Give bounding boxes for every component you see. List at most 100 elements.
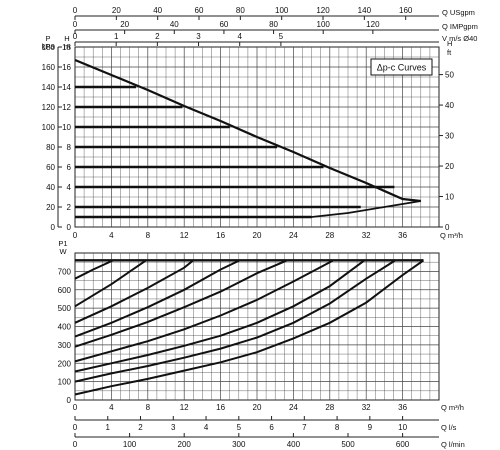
head-m-tick-label: 16 bbox=[62, 63, 71, 72]
head-m-tick-label: 12 bbox=[62, 103, 71, 112]
kpa-tick-label: 0 bbox=[51, 223, 56, 232]
upper-x-tick-label: 0 bbox=[73, 231, 78, 240]
top-axis-tick-label: 100 bbox=[317, 20, 331, 29]
top-axis-tick-label: 4 bbox=[237, 32, 242, 41]
top-axis-tick-label: 3 bbox=[196, 32, 201, 41]
legend-label: Δp-c Curves bbox=[377, 63, 427, 73]
power-axis-symbol: P1 bbox=[58, 239, 67, 248]
bottom-axis-label: Q m³/h bbox=[441, 403, 464, 412]
bottom-axis-tick-label: 9 bbox=[368, 423, 373, 432]
ft-tick-label: 40 bbox=[445, 101, 454, 110]
top-axis-label: Q IMPgpm bbox=[442, 22, 478, 31]
head-m-axis-symbol: H bbox=[64, 34, 69, 43]
bottom-axis-tick-label: 16 bbox=[216, 403, 225, 412]
bottom-axis-tick-label: 500 bbox=[341, 440, 355, 449]
bottom-axis-tick-label: 6 bbox=[269, 423, 274, 432]
upper-x-tick-label: 36 bbox=[398, 231, 407, 240]
min-head-curve bbox=[75, 200, 421, 218]
power-curve bbox=[74, 259, 365, 373]
ft-tick-label: 0 bbox=[445, 223, 450, 232]
upper-x-tick-label: 12 bbox=[180, 231, 189, 240]
power-tick-label: 200 bbox=[58, 359, 72, 368]
head-m-axis-unit: m bbox=[64, 42, 70, 51]
head-m-tick-label: 6 bbox=[67, 163, 72, 172]
kpa-tick-label: 100 bbox=[42, 123, 56, 132]
upper-x-tick-label: 28 bbox=[325, 231, 334, 240]
bottom-axis-tick-label: 0 bbox=[73, 403, 78, 412]
upper-x-tick-label: 24 bbox=[289, 231, 298, 240]
top-axis-tick-label: 1 bbox=[114, 32, 119, 41]
upper-x-tick-label: 32 bbox=[362, 231, 371, 240]
top-axis-tick-label: 120 bbox=[316, 6, 330, 15]
kpa-tick-label: 120 bbox=[42, 103, 56, 112]
power-tick-label: 300 bbox=[58, 341, 72, 350]
power-curve bbox=[74, 259, 396, 383]
power-curve bbox=[74, 259, 147, 308]
power-tick-label: 400 bbox=[58, 323, 72, 332]
power-tick-label: 600 bbox=[58, 286, 72, 295]
kpa-axis-unit: kPa bbox=[42, 42, 56, 51]
head-m-tick-label: 10 bbox=[62, 123, 71, 132]
bottom-axis-tick-label: 4 bbox=[204, 423, 209, 432]
kpa-tick-label: 60 bbox=[46, 163, 55, 172]
upper-grid bbox=[74, 46, 440, 228]
bottom-axis-tick-label: 1 bbox=[106, 423, 111, 432]
top-axis-tick-label: 60 bbox=[219, 20, 228, 29]
bottom-axis-tick-label: 3 bbox=[171, 423, 176, 432]
top-axis-tick-label: 140 bbox=[358, 6, 372, 15]
top-axis-tick-label: 60 bbox=[195, 6, 204, 15]
kpa-tick-label: 160 bbox=[42, 63, 56, 72]
max-head-curve bbox=[74, 58, 421, 203]
bottom-axis-tick-label: 28 bbox=[325, 403, 334, 412]
bottom-axis-tick-label: 0 bbox=[73, 440, 78, 449]
top-axis-tick-label: 80 bbox=[236, 6, 245, 15]
bottom-axis-tick-label: 32 bbox=[362, 403, 371, 412]
kpa-axis-symbol: P bbox=[45, 34, 50, 43]
power-tick-label: 700 bbox=[58, 267, 72, 276]
kpa-tick-label: 140 bbox=[42, 83, 56, 92]
power-axis-unit: W bbox=[59, 247, 67, 256]
bottom-axis-tick-label: 20 bbox=[253, 403, 262, 412]
legend-frame bbox=[370, 58, 433, 76]
upper-x-tick-label: 20 bbox=[253, 231, 262, 240]
upper-x-tick-label: 8 bbox=[146, 231, 151, 240]
bottom-axis-tick-label: 8 bbox=[335, 423, 340, 432]
power-tick-label: 500 bbox=[58, 304, 72, 313]
bottom-axis-tick-label: 300 bbox=[232, 440, 246, 449]
top-axis-tick-label: 5 bbox=[279, 32, 284, 41]
power-curve bbox=[74, 259, 288, 348]
kpa-tick-label: 180 bbox=[42, 43, 56, 52]
bottom-axis-tick-label: 400 bbox=[287, 440, 301, 449]
kpa-tick-label: 20 bbox=[46, 203, 55, 212]
legend-box: Δp-c Curves bbox=[370, 58, 433, 76]
power-curve bbox=[74, 259, 114, 280]
top-axis-tick-label: 20 bbox=[120, 20, 129, 29]
power-curve bbox=[74, 259, 194, 324]
bottom-axis-tick-label: 2 bbox=[138, 423, 143, 432]
top-axis-tick-label: 40 bbox=[153, 6, 162, 15]
upper-curves bbox=[74, 58, 421, 219]
bottom-axis-tick-label: 36 bbox=[398, 403, 407, 412]
head-m-tick-label: 14 bbox=[62, 83, 71, 92]
ft-tick-label: 10 bbox=[445, 193, 454, 202]
bottom-axis-tick-label: 24 bbox=[289, 403, 298, 412]
lower-grid bbox=[74, 252, 440, 401]
bottom-axis-tick-label: 100 bbox=[123, 440, 137, 449]
upper-axes: 0 4 8 12 16 20 24 28 32 36 Q m³/h02040608010012014… bbox=[42, 6, 478, 240]
bottom-axis-tick-label: 600 bbox=[396, 440, 410, 449]
top-axis-label: V m/s Ø40 bbox=[442, 34, 477, 43]
top-axis-tick-label: 0 bbox=[73, 32, 78, 41]
power-tick-label: 0 bbox=[67, 396, 72, 405]
top-axis-tick-label: 120 bbox=[366, 20, 380, 29]
kpa-tick-label: 80 bbox=[46, 143, 55, 152]
power-curve bbox=[74, 259, 241, 338]
bottom-axis-tick-label: 10 bbox=[398, 423, 407, 432]
top-axis-tick-label: 40 bbox=[170, 20, 179, 29]
upper-head-panel: 0 4 8 12 16 20 24 28 32 36 Q m³/h02040608010012014… bbox=[42, 6, 478, 240]
head-m-tick-label: 0 bbox=[67, 223, 72, 232]
top-axis-tick-label: 160 bbox=[399, 6, 413, 15]
upper-x-tick-label: 16 bbox=[216, 231, 225, 240]
